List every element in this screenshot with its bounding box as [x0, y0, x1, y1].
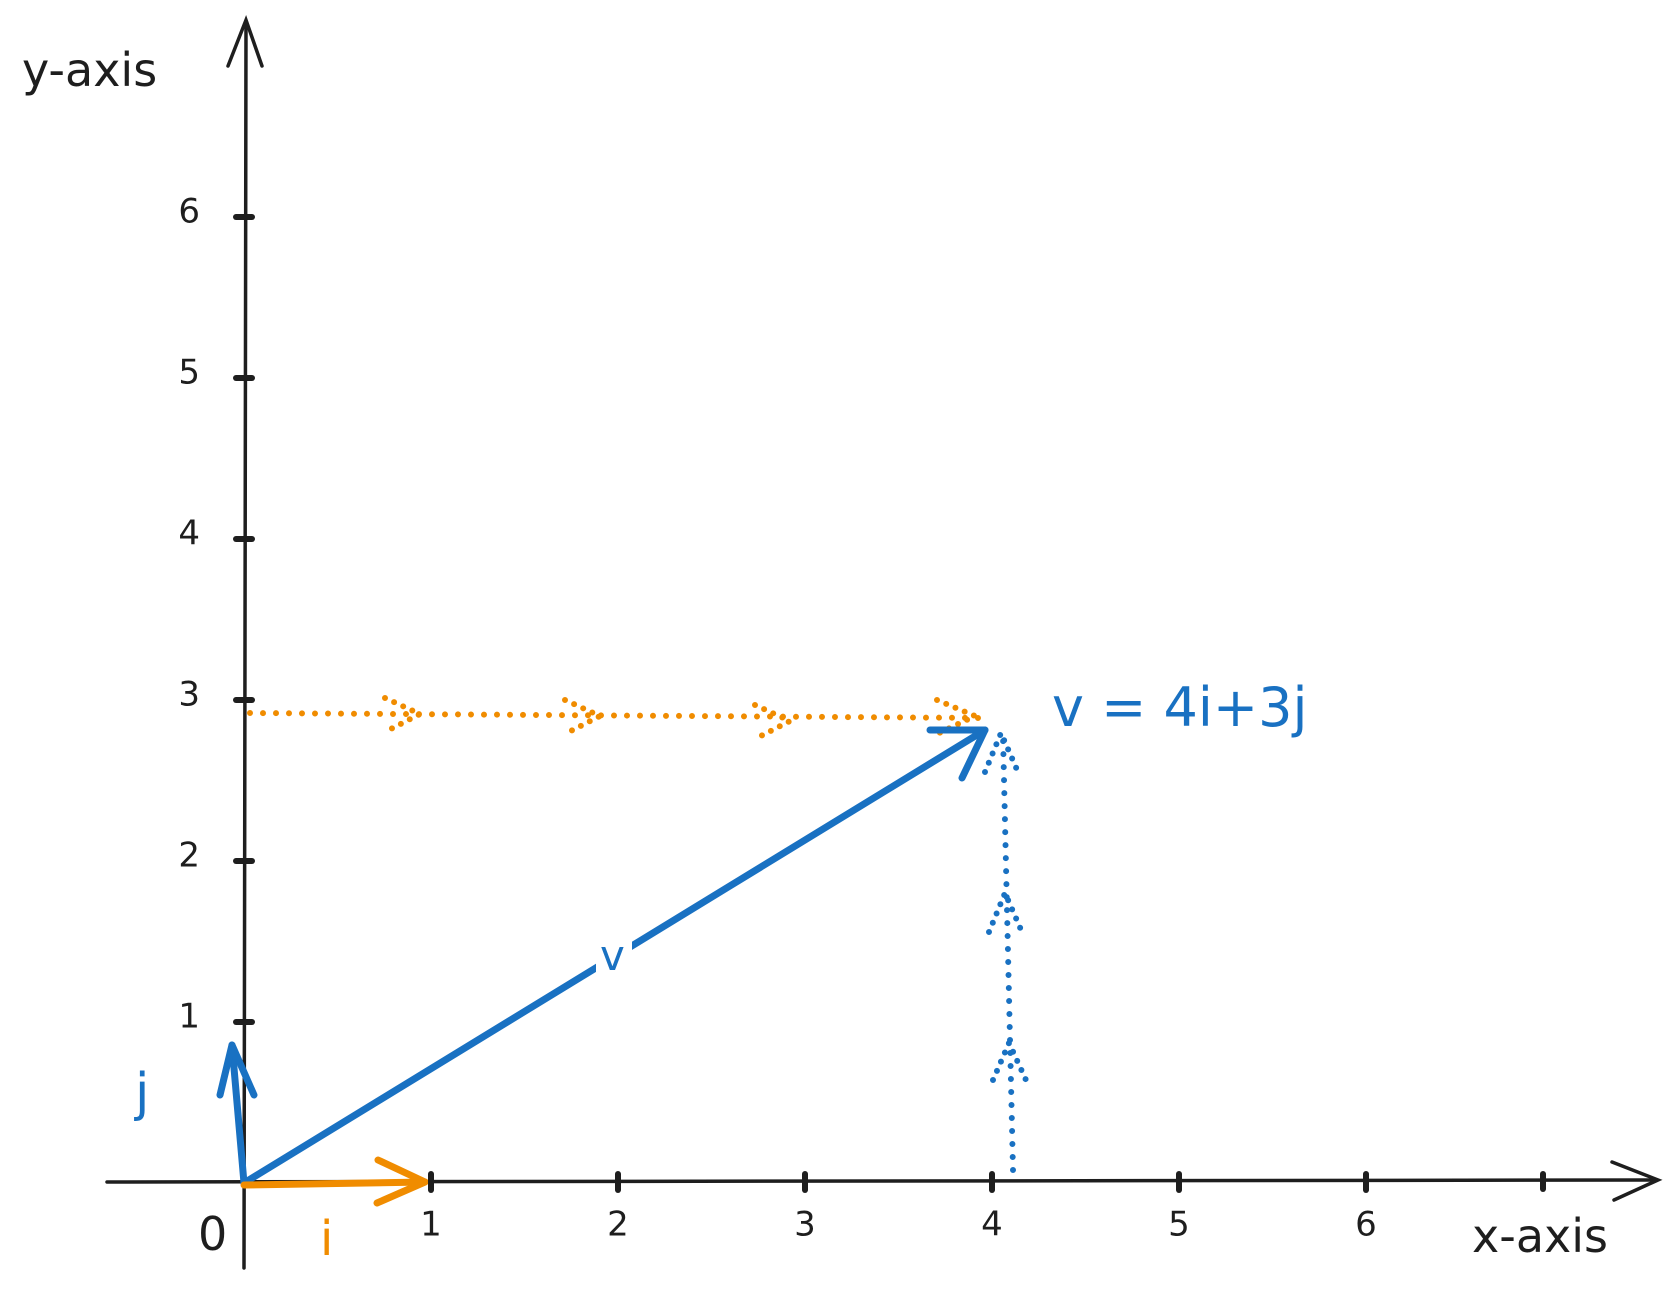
v-label-bg	[596, 935, 632, 979]
j-label: j	[134, 1063, 149, 1123]
y-tick-label: 5	[178, 353, 200, 393]
y-tick-label: 4	[178, 514, 200, 554]
x-axis-arrow	[1610, 1160, 1663, 1202]
vector-j-head	[216, 1041, 258, 1099]
y-tick-label: 2	[178, 836, 200, 876]
vector-i-head	[373, 1156, 429, 1207]
y-axis-title: y-axis	[22, 43, 157, 97]
origin-label: 0	[198, 1207, 227, 1261]
x-tick-label: 4	[981, 1205, 1003, 1245]
x-tick-label: 3	[794, 1205, 816, 1245]
y-axis-line	[242, 20, 248, 1270]
blue-dotted-guide	[1000, 732, 1016, 1173]
x-tick-label: 5	[1168, 1205, 1190, 1245]
orange-dotted-guide	[247, 710, 988, 721]
i-label: i	[320, 1211, 333, 1267]
vector-j	[228, 1041, 248, 1187]
y-axis-arrow	[226, 14, 264, 68]
y-tick-label: 6	[178, 192, 200, 232]
vector-i	[240, 1178, 429, 1189]
vector-v-head	[926, 726, 989, 782]
y-tick-label: 3	[178, 675, 200, 715]
x-axis-title: x-axis	[1472, 1209, 1608, 1263]
x-tick-label: 6	[1355, 1205, 1377, 1245]
equation: v = 4i+3j	[1052, 676, 1308, 739]
x-tick-label: 1	[420, 1205, 442, 1245]
blue-guide-arrows	[982, 725, 1029, 1083]
x-tick-label: 2	[607, 1205, 629, 1245]
y-tick-label: 1	[178, 997, 200, 1037]
v-label: v	[600, 931, 625, 980]
